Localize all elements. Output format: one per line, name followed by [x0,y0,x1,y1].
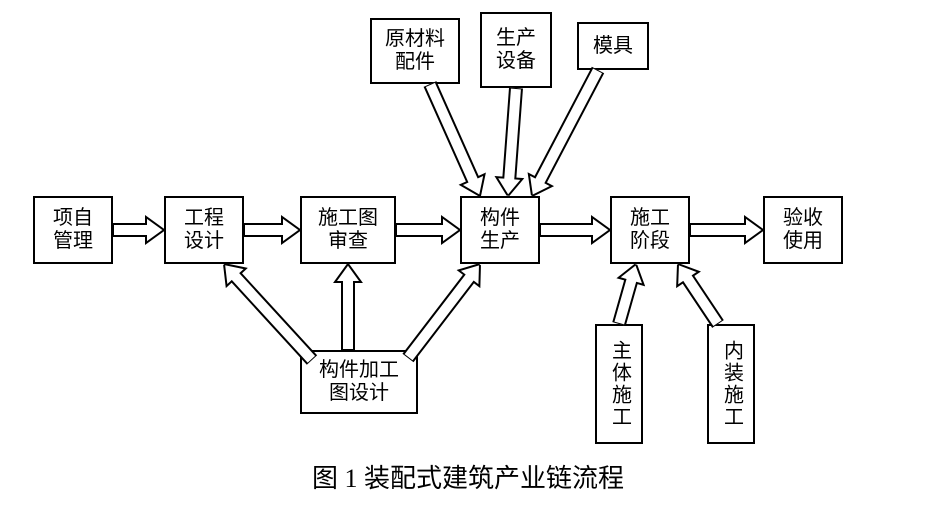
flow-node-n6: 验收使用 [763,196,843,264]
flow-arrow-a_n5_n6 [690,215,763,245]
flow-node-n5: 施工阶段 [610,196,690,264]
flow-arrow-a_n2_n3 [244,215,300,245]
flow-node-label: 工程设计 [184,207,224,253]
flow-node-n12: 内装施工 [707,324,755,444]
flow-node-label: 验收使用 [783,207,823,253]
flow-node-label: 构件加工图设计 [319,359,399,405]
flow-node-n4: 构件生产 [460,196,540,264]
flow-node-n2: 工程设计 [164,196,244,264]
flow-node-label: 生产设备 [496,27,536,73]
flow-node-n3: 施工图审查 [300,196,396,264]
flow-node-n1: 项自管理 [33,196,113,264]
flow-arrow-a_n3_n4 [396,215,460,245]
flow-node-n11: 主体施工 [595,324,643,444]
flow-node-label: 主体施工 [608,340,631,428]
flow-node-n8: 生产设备 [480,12,552,88]
flow-node-label: 施工阶段 [630,207,670,253]
flow-arrow-a_n7_n4 [416,78,493,202]
flow-arrow-a_n10_n4 [396,255,492,367]
flow-node-label: 施工图审查 [318,207,378,253]
flow-node-label: 项自管理 [53,207,93,253]
flow-node-n7: 原材料配件 [370,18,460,84]
flow-arrow-a_n12_n5 [666,256,731,333]
figure-caption: 图 1 装配式建筑产业链流程 [0,458,936,495]
flow-node-label: 构件生产 [480,207,520,253]
flow-arrow-a_n1_n2 [113,215,164,245]
flow-node-label: 原材料配件 [385,28,445,74]
flow-arrow-a_n11_n5 [605,260,651,328]
flow-node-n10: 构件加工图设计 [300,350,418,414]
flow-node-label: 内装施工 [720,340,743,428]
flow-arrow-a_n10_n2 [213,254,323,370]
flow-node-label: 模具 [593,35,633,58]
flow-node-n9: 模具 [577,22,649,70]
flow-arrow-a_n10_n3 [333,264,363,350]
flow-arrow-a_n4_n5 [540,215,610,245]
